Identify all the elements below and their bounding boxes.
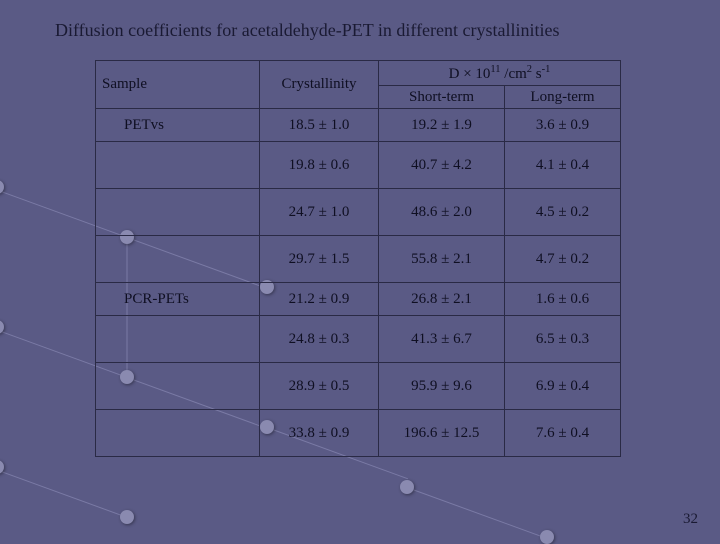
cell-short-term: 95.9 ± 9.6 [379, 363, 505, 410]
table-row: 24.8 ± 0.341.3 ± 6.76.5 ± 0.3 [96, 316, 621, 363]
cell-crystallinity: 24.8 ± 0.3 [260, 316, 379, 363]
cell-short-term: 48.6 ± 2.0 [379, 189, 505, 236]
cell-crystallinity: 33.8 ± 0.9 [260, 410, 379, 457]
slide-title: Diffusion coefficients for acetaldehyde-… [55, 20, 560, 41]
table-row: 33.8 ± 0.9196.6 ± 12.57.6 ± 0.4 [96, 410, 621, 457]
cell-crystallinity: 24.7 ± 1.0 [260, 189, 379, 236]
cell-sample [96, 410, 260, 457]
cell-long-term: 4.5 ± 0.2 [505, 189, 621, 236]
cell-short-term: 40.7 ± 4.2 [379, 142, 505, 189]
cell-long-term: 1.6 ± 0.6 [505, 283, 621, 316]
header-short-term: Short-term [379, 86, 505, 109]
cell-crystallinity: 28.9 ± 0.5 [260, 363, 379, 410]
cell-long-term: 4.7 ± 0.2 [505, 236, 621, 283]
header-long-term: Long-term [505, 86, 621, 109]
cell-sample [96, 142, 260, 189]
cell-crystallinity: 21.2 ± 0.9 [260, 283, 379, 316]
cell-sample: PETvs [96, 109, 260, 142]
table-row: 19.8 ± 0.640.7 ± 4.24.1 ± 0.4 [96, 142, 621, 189]
cell-long-term: 3.6 ± 0.9 [505, 109, 621, 142]
cell-sample [96, 236, 260, 283]
cell-short-term: 19.2 ± 1.9 [379, 109, 505, 142]
cell-short-term: 196.6 ± 12.5 [379, 410, 505, 457]
diffusion-table: Sample Crystallinity D × 1011 /cm2 s-1 S… [95, 60, 621, 457]
header-crystallinity: Crystallinity [260, 61, 379, 109]
cell-sample: PCR-PETs [96, 283, 260, 316]
cell-long-term: 7.6 ± 0.4 [505, 410, 621, 457]
cell-sample [96, 189, 260, 236]
header-d-group: D × 1011 /cm2 s-1 [379, 61, 621, 86]
table-row: 29.7 ± 1.555.8 ± 2.14.7 ± 0.2 [96, 236, 621, 283]
cell-short-term: 26.8 ± 2.1 [379, 283, 505, 316]
table-row: 24.7 ± 1.048.6 ± 2.04.5 ± 0.2 [96, 189, 621, 236]
cell-short-term: 41.3 ± 6.7 [379, 316, 505, 363]
cell-long-term: 6.9 ± 0.4 [505, 363, 621, 410]
cell-crystallinity: 19.8 ± 0.6 [260, 142, 379, 189]
slide-number: 32 [683, 511, 698, 528]
cell-crystallinity: 29.7 ± 1.5 [260, 236, 379, 283]
header-sample: Sample [96, 61, 260, 109]
cell-sample [96, 363, 260, 410]
table-row: PCR-PETs21.2 ± 0.926.8 ± 2.11.6 ± 0.6 [96, 283, 621, 316]
table-row: 28.9 ± 0.595.9 ± 9.66.9 ± 0.4 [96, 363, 621, 410]
cell-crystallinity: 18.5 ± 1.0 [260, 109, 379, 142]
cell-long-term: 6.5 ± 0.3 [505, 316, 621, 363]
cell-long-term: 4.1 ± 0.4 [505, 142, 621, 189]
cell-sample [96, 316, 260, 363]
cell-short-term: 55.8 ± 2.1 [379, 236, 505, 283]
table-row: PETvs18.5 ± 1.019.2 ± 1.93.6 ± 0.9 [96, 109, 621, 142]
